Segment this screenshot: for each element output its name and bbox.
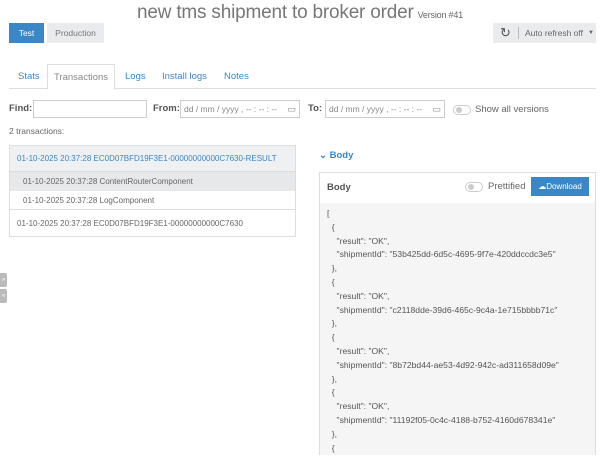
transaction-list: 01-10-2025 20:37:28 EC0D07BFD19F3E1-0000…: [9, 145, 296, 237]
tab-install-logs[interactable]: Install logs: [162, 71, 207, 82]
json-line: "shipmentId": "c2118dde-39d6-465c-9c4a-1…: [327, 304, 558, 315]
json-line: },: [327, 263, 338, 274]
download-label: Download: [546, 182, 582, 191]
tab-logs[interactable]: Logs: [125, 71, 146, 82]
calendar-icon[interactable]: ▭: [287, 104, 296, 114]
to-date-input[interactable]: dd / mm / yyyy , -- : -- : -- ▭: [325, 100, 445, 118]
to-placeholder: dd / mm / yyyy , -- : -- : --: [329, 104, 423, 114]
body-panel-title: Body: [327, 182, 351, 193]
caret-down-icon: ▼: [587, 30, 594, 36]
transaction-row[interactable]: 01-10-2025 20:37:28 EC0D07BFD19F3E1-0000…: [17, 219, 243, 228]
auto-refresh-control[interactable]: ↻ Auto refresh off ▼: [493, 23, 596, 43]
tab-notes[interactable]: Notes: [224, 71, 249, 82]
body-content: [ { "result": "OK", "shipmentId": "53b42…: [319, 203, 596, 456]
tab-transactions[interactable]: Transactions: [47, 64, 115, 90]
show-all-versions-toggle[interactable]: [453, 105, 471, 115]
calendar-icon[interactable]: ▭: [432, 104, 441, 114]
json-line: [: [327, 208, 330, 218]
to-label: To:: [308, 103, 323, 114]
show-all-versions-label: Show all versions: [475, 104, 549, 115]
json-line: "result": "OK",: [327, 290, 390, 301]
chevron-down-icon: ⌄: [319, 150, 330, 161]
find-label: Find:: [9, 103, 33, 114]
transaction-row[interactable]: 01-10-2025 20:37:28 EC0D07BFD19F3E1-0000…: [10, 146, 295, 172]
refresh-icon[interactable]: ↻: [493, 26, 519, 39]
prettified-label: Prettified: [488, 181, 526, 192]
component-row[interactable]: 01-10-2025 20:37:28 LogComponent: [10, 191, 295, 210]
body-section-toggle[interactable]: ⌄ Body: [319, 150, 353, 161]
expand-handle[interactable]: »: [0, 273, 7, 287]
body-toggle-label: Body: [329, 150, 354, 161]
json-line: {: [327, 221, 335, 232]
json-line: {: [327, 332, 335, 343]
production-env-button[interactable]: Production: [47, 23, 104, 43]
tab-stats[interactable]: Stats: [18, 71, 40, 82]
prettified-toggle[interactable]: [465, 182, 483, 192]
json-line: },: [327, 373, 338, 384]
collapse-handle[interactable]: «: [0, 289, 7, 303]
page-title: new tms shipment to broker order Version …: [0, 2, 600, 24]
json-line: "shipmentId": "8b72bd44-ae53-4d92-942c-a…: [327, 359, 559, 370]
json-line: {: [327, 442, 335, 453]
find-input[interactable]: [33, 100, 147, 118]
json-line: "result": "OK",: [327, 401, 390, 412]
from-date-input[interactable]: dd / mm / yyyy , -- : -- : -- ▭: [180, 100, 300, 118]
from-label: From:: [153, 103, 180, 114]
tab-bar: Stats Transactions Logs Install logs Not…: [9, 64, 596, 90]
json-line: "shipmentId": "11192f05-0c4c-4188-b752-4…: [327, 414, 556, 425]
json-line: },: [327, 428, 338, 439]
json-line: },: [327, 318, 338, 329]
title-text: new tms shipment to broker order: [137, 2, 414, 23]
version-label: Version #41: [417, 10, 464, 20]
json-line: "result": "OK",: [327, 345, 390, 356]
json-line: "result": "OK",: [327, 235, 390, 246]
auto-refresh-dropdown[interactable]: Auto refresh off: [525, 28, 583, 38]
json-line: {: [327, 276, 335, 287]
cloud-download-icon: ☁: [538, 182, 547, 191]
from-placeholder: dd / mm / yyyy , -- : -- : --: [184, 104, 278, 114]
download-button[interactable]: ☁Download: [531, 177, 589, 196]
json-line: {: [327, 387, 335, 398]
component-row[interactable]: 01-10-2025 20:37:28 ContentRouterCompone…: [10, 172, 295, 191]
test-env-button[interactable]: Test: [9, 23, 44, 43]
transaction-count: 2 transactions:: [9, 126, 65, 136]
json-line: "shipmentId": "53b425dd-6d5c-4695-9f7e-4…: [327, 249, 556, 260]
